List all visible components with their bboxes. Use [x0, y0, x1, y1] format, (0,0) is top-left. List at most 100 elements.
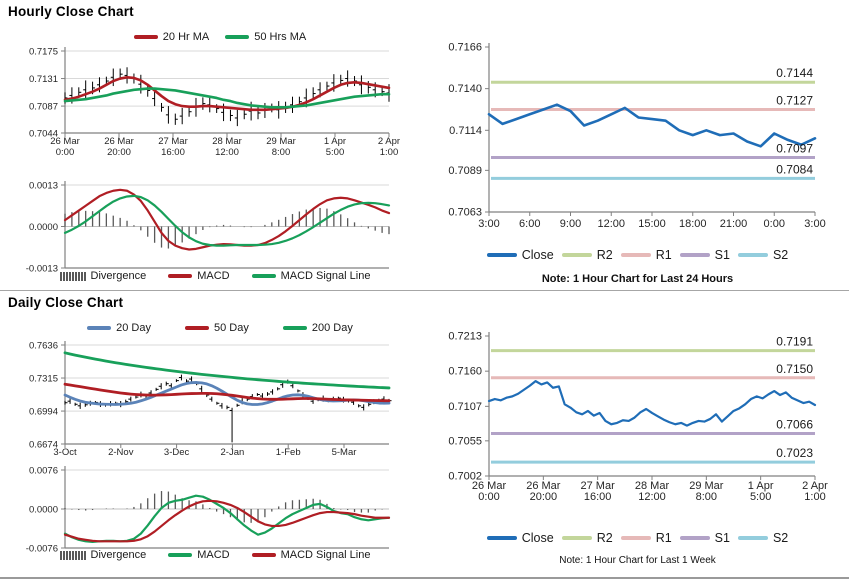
legend-label: R2 [596, 248, 613, 262]
hourly-sr-legend: Close R2 R1 S1 S2 [445, 248, 830, 262]
svg-text:0.7166: 0.7166 [448, 42, 482, 54]
svg-text:16:00: 16:00 [584, 491, 612, 503]
legend-item-macd: MACD [168, 270, 230, 282]
legend-line-swatch [679, 536, 710, 540]
legend-label: 50 Hrs MA [254, 31, 307, 43]
legend-label: Divergence [90, 549, 147, 561]
legend-label: Close [521, 531, 554, 545]
svg-text:8:00: 8:00 [696, 491, 717, 503]
legend-line-swatch [737, 253, 768, 257]
svg-text:12:00: 12:00 [597, 218, 625, 230]
legend-label: MACD [197, 270, 230, 282]
svg-text:8:00: 8:00 [272, 147, 291, 158]
legend-label: S1 [714, 248, 730, 262]
legend-label: MACD [197, 549, 230, 561]
svg-text:26 Mar: 26 Mar [472, 480, 507, 492]
svg-text:0.7023: 0.7023 [776, 446, 813, 460]
svg-text:1:00: 1:00 [380, 147, 399, 158]
svg-text:3-Oct: 3-Oct [53, 447, 77, 458]
svg-text:-0.0013: -0.0013 [26, 264, 58, 275]
section-divider [0, 290, 849, 291]
legend-label: S1 [714, 531, 730, 545]
daily-macd-legend: Divergence MACD MACD Signal Line [30, 549, 400, 561]
legend-line-swatch [561, 253, 592, 257]
legend-line-swatch [282, 326, 307, 330]
svg-text:0.7175: 0.7175 [29, 47, 58, 58]
legend-line-swatch [185, 326, 209, 330]
svg-text:0.6994: 0.6994 [29, 407, 58, 418]
hourly-macd-legend: Divergence MACD MACD Signal Line [30, 270, 400, 282]
legend-line-swatch [251, 553, 276, 557]
legend-item-r1: R1 [620, 248, 672, 262]
daily-section-title: Daily Close Chart [8, 295, 124, 310]
svg-text:18:00: 18:00 [679, 218, 707, 230]
legend-label: R1 [655, 248, 672, 262]
svg-text:28 Mar: 28 Mar [212, 136, 242, 147]
legend-label: 200 Day [311, 322, 353, 334]
legend-item-macd-signal-line: MACD Signal Line [251, 549, 370, 561]
legend-label: R2 [596, 531, 613, 545]
svg-text:0.7002: 0.7002 [448, 471, 482, 483]
svg-text:15:00: 15:00 [638, 218, 666, 230]
legend-item-r2: R2 [561, 248, 613, 262]
legend-item-macd-signal-line: MACD Signal Line [251, 270, 370, 282]
svg-text:9:00: 9:00 [560, 218, 581, 230]
svg-text:29 Mar: 29 Mar [266, 136, 296, 147]
svg-text:0.7131: 0.7131 [29, 74, 58, 85]
legend-line-swatch [251, 274, 276, 278]
svg-text:0.7066: 0.7066 [776, 418, 813, 432]
svg-text:0:00: 0:00 [56, 147, 75, 158]
svg-text:0.7084: 0.7084 [776, 162, 813, 176]
svg-text:0.7097: 0.7097 [776, 142, 813, 156]
legend-item-s2: S2 [737, 248, 789, 262]
daily-price-legend: 20 Day 50 Day 200 Day [40, 322, 400, 334]
svg-text:26 Mar: 26 Mar [104, 136, 134, 147]
svg-text:0.7089: 0.7089 [448, 165, 482, 177]
hourly-macd-chart: 0.0013 0.0000 -0.0013 [26, 181, 391, 275]
svg-text:0.0013: 0.0013 [29, 181, 58, 192]
svg-text:0.7636: 0.7636 [29, 341, 58, 352]
legend-label: S2 [772, 531, 789, 545]
svg-text:3:00: 3:00 [478, 218, 499, 230]
legend-item-close: Close [486, 248, 554, 262]
legend-line-swatch [168, 553, 193, 557]
legend-label: S2 [772, 248, 789, 262]
svg-text:0.7144: 0.7144 [776, 66, 813, 80]
svg-text:1 Apr: 1 Apr [748, 480, 774, 492]
legend-line-swatch [225, 35, 250, 39]
svg-text:0.0000: 0.0000 [29, 222, 58, 233]
hourly-price-legend: 20 Hr MA 50 Hrs MA [40, 31, 400, 43]
svg-text:12:00: 12:00 [215, 147, 239, 158]
daily-sr-note: Note: 1 Hour Chart for Last 1 Week [559, 555, 716, 566]
svg-text:0.7315: 0.7315 [29, 374, 58, 385]
legend-bars-swatch [59, 271, 86, 281]
svg-text:20:00: 20:00 [107, 147, 131, 158]
legend-item-macd: MACD [168, 549, 230, 561]
svg-text:2-Nov: 2-Nov [108, 447, 134, 458]
svg-text:0.7063: 0.7063 [448, 207, 482, 219]
legend-item-r2: R2 [561, 531, 613, 545]
svg-text:5:00: 5:00 [326, 147, 345, 158]
legend-item-50-hrs-ma: 50 Hrs MA [225, 31, 306, 43]
legend-item-50-day: 50 Day [185, 322, 249, 334]
legend-bars-swatch [59, 550, 86, 560]
svg-text:0:00: 0:00 [764, 218, 785, 230]
svg-text:6:00: 6:00 [519, 218, 540, 230]
legend-label: R1 [655, 531, 672, 545]
svg-text:0.0000: 0.0000 [29, 505, 58, 516]
svg-text:16:00: 16:00 [161, 147, 185, 158]
svg-text:28 Mar: 28 Mar [635, 480, 670, 492]
svg-text:0.7213: 0.7213 [448, 331, 482, 343]
svg-text:2 Apr: 2 Apr [802, 480, 828, 492]
svg-text:0.7150: 0.7150 [776, 362, 813, 376]
svg-text:0.7107: 0.7107 [448, 401, 482, 413]
svg-text:3-Dec: 3-Dec [164, 447, 190, 458]
legend-item-200-day: 200 Day [282, 322, 353, 334]
svg-text:5:00: 5:00 [750, 491, 771, 503]
legend-line-swatch [168, 274, 193, 278]
svg-text:0.7140: 0.7140 [448, 83, 482, 95]
